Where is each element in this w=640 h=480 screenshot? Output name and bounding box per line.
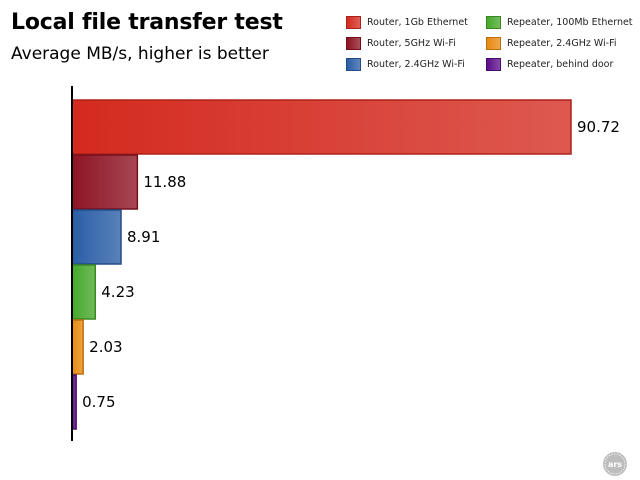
legend-item-router-1gb-ethernet: Router, 1Gb Ethernet [346, 15, 468, 30]
legend-label: Router, 5GHz Wi-Fi [367, 38, 456, 49]
value-label-repeater-100mb-ethernet: 4.23 [101, 283, 134, 301]
ars-logo-text: ars [608, 460, 622, 469]
bar-router-1gb-ethernet [71, 99, 572, 155]
legend-swatch [486, 37, 501, 50]
legend-swatch [346, 58, 361, 71]
bars-group [71, 99, 572, 430]
chart-legend: Router, 1Gb Ethernet Router, 5GHz Wi-Fi Ro… [346, 15, 640, 75]
legend-item-router-5ghz-wi-fi: Router, 5GHz Wi-Fi [346, 36, 456, 51]
bar-repeater-2-4ghz-wi-fi [71, 319, 84, 375]
value-labels-group: 90.72 11.88 8.91 4.23 2.03 0.75 [82, 118, 620, 411]
legend-label: Repeater, behind door [507, 59, 614, 70]
legend-label: Router, 2.4GHz Wi-Fi [367, 59, 465, 70]
chart-subtitle: Average MB/s, higher is better [11, 44, 269, 64]
bar-repeater-100mb-ethernet [71, 264, 97, 320]
legend-swatch [346, 16, 361, 29]
value-label-repeater-2-4ghz-wi-fi: 2.03 [89, 338, 122, 356]
legend-swatch [486, 58, 501, 71]
legend-item-router-2-4ghz-wi-fi: Router, 2.4GHz Wi-Fi [346, 57, 465, 72]
bar-router-2-4ghz-wi-fi [71, 209, 122, 265]
value-label-repeater-behind-door: 0.75 [82, 393, 115, 411]
chart-title: Local file transfer test [11, 10, 283, 35]
value-label-router-5ghz-wi-fi: 11.88 [143, 173, 186, 191]
bar-router-5ghz-wi-fi [71, 154, 139, 210]
legend-swatch [486, 16, 501, 29]
legend-swatch [346, 37, 361, 50]
ars-logo: ars [603, 452, 627, 476]
legend-item-repeater-behind-door: Repeater, behind door [486, 57, 613, 72]
legend-item-repeater-2-4ghz-wi-fi: Repeater, 2.4GHz Wi-Fi [486, 36, 617, 51]
legend-label: Repeater, 100Mb Ethernet [507, 17, 633, 28]
legend-label: Repeater, 2.4GHz Wi-Fi [507, 38, 617, 49]
value-label-router-2-4ghz-wi-fi: 8.91 [127, 228, 160, 246]
legend-item-repeater-100mb-ethernet: Repeater, 100Mb Ethernet [486, 15, 633, 30]
legend-label: Router, 1Gb Ethernet [367, 17, 468, 28]
value-label-router-1gb-ethernet: 90.72 [577, 118, 620, 136]
